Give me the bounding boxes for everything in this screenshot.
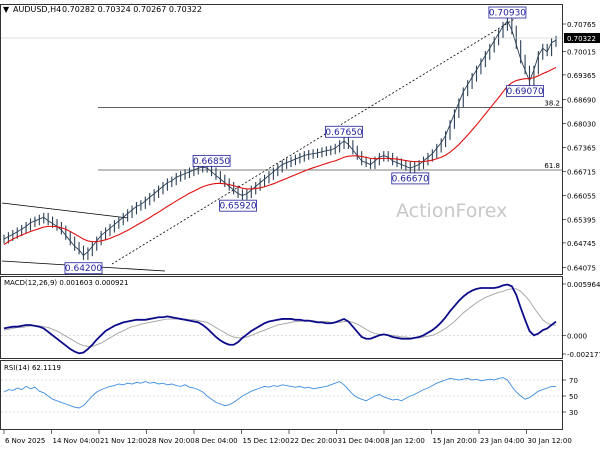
channel-upper-line [1, 202, 129, 219]
x-tick-label: 28 Nov 20:00 [148, 437, 195, 445]
price-y-tick-label: 0.64745 [567, 240, 596, 248]
trendlines [1, 17, 517, 272]
dotted-trendline [111, 17, 517, 265]
price-y-tick-label: 0.70765 [567, 21, 596, 29]
symbol-label: AUDUSD,H4 [13, 5, 61, 14]
macd-y-tick-label: 0.000 [567, 332, 587, 340]
rsi-y-axis: 70 50 30 [562, 377, 578, 417]
rsi-y-tick-label: 30 [569, 409, 578, 417]
price-label-box [391, 172, 430, 185]
x-axis: 6 Nov 2025 14 Nov 04:00 21 Nov 12:00 28 Nov… [3, 430, 572, 445]
price-panel-frame [0, 4, 563, 275]
price-y-tick-label: 0.66715 [567, 168, 596, 176]
rsi-y-tick-label: 70 [569, 377, 578, 385]
fib-level-label: 61.8 [544, 162, 560, 170]
price-label-box [506, 85, 544, 98]
price-label-box [192, 154, 231, 167]
x-tick-label: 15 Dec 12:00 [243, 437, 290, 445]
price-label-box [219, 199, 257, 212]
x-tick-label: 23 Jan 04:00 [480, 437, 524, 445]
price-label-text: 0.67650 [325, 128, 362, 138]
x-tick-label: 22 Dec 20:00 [290, 437, 337, 445]
macd-line [3, 283, 557, 355]
price-series [3, 16, 557, 260]
price-y-tick-label: 0.68030 [567, 120, 596, 128]
x-tick-label: 21 Nov 12:00 [100, 437, 147, 445]
rsi-y-tick-label: 50 [569, 393, 578, 401]
macd-signal-line [3, 288, 556, 347]
macd-title: MACD(12,26,9) 0.001603 0.000921 [4, 279, 128, 287]
x-tick-label: 6 Nov 2025 [5, 437, 45, 445]
rsi-line [3, 377, 556, 409]
price-label-text: 0.64200 [65, 264, 102, 274]
x-tick-label: 8 Dec 04:00 [195, 437, 238, 445]
macd-y-axis: 0.005964 0.000 -0.002177 [562, 281, 600, 359]
price-label-text: 0.69070 [506, 87, 543, 97]
fib-levels: 38.2 61.8 [98, 99, 562, 171]
ohlc-readout: 0.70282 0.70324 0.70267 0.70322 [62, 5, 202, 14]
last-price-marker: 0.70322 [1, 33, 600, 43]
price-labels: 0.70930 0.69070 0.67650 0.66850 0.65920 0.666… [64, 6, 544, 275]
price-label-box [325, 125, 363, 138]
x-tick-label: 8 Jan 12:00 [385, 437, 425, 445]
price-y-tick-label: 0.70015 [567, 48, 596, 56]
price-label-box [488, 6, 527, 19]
x-tick-label: 30 Jan 12:00 [528, 437, 572, 445]
price-y-axis: 0.70765 0.70015 0.69365 0.68690 0.68030 0.673… [562, 21, 596, 272]
macd-series [1, 283, 562, 355]
price-y-tick-label: 0.65395 [567, 216, 596, 224]
price-label-text: 0.66670 [392, 174, 429, 184]
rsi-title: RSI(14) 62.1119 [4, 364, 61, 372]
macd-panel-frame [0, 276, 563, 359]
price-y-tick-label: 0.64075 [567, 264, 596, 272]
price-y-tick-label: 0.68690 [567, 96, 596, 104]
last-price-box [564, 33, 600, 43]
x-tick-label: 14 Nov 04:00 [53, 437, 100, 445]
x-tick-label: 31 Dec 04:00 [338, 437, 385, 445]
price-label-text: 0.65920 [219, 202, 256, 212]
watermark: ActionForex [396, 200, 507, 222]
fib-level-label: 38.2 [544, 99, 560, 107]
price-label-text: 0.66850 [193, 157, 230, 167]
price-y-tick-label: 0.66055 [567, 192, 596, 200]
price-y-tick-label: 0.67365 [567, 145, 596, 153]
last-price-text: 0.70322 [567, 35, 596, 43]
x-tick-label: 15 Jan 20:00 [433, 437, 477, 445]
rsi-series [1, 377, 562, 413]
ma-series [3, 66, 557, 246]
price-label-text: 0.70930 [489, 9, 526, 19]
macd-y-tick-label: -0.002177 [567, 351, 600, 359]
rsi-panel-frame [0, 360, 563, 430]
moving-average-line [3, 66, 557, 246]
header-collapse-icon[interactable]: ▼ [3, 5, 10, 14]
price-label-box [64, 262, 103, 275]
macd-y-tick-label: 0.005964 [567, 281, 600, 289]
price-y-tick-label: 0.69365 [567, 72, 596, 80]
